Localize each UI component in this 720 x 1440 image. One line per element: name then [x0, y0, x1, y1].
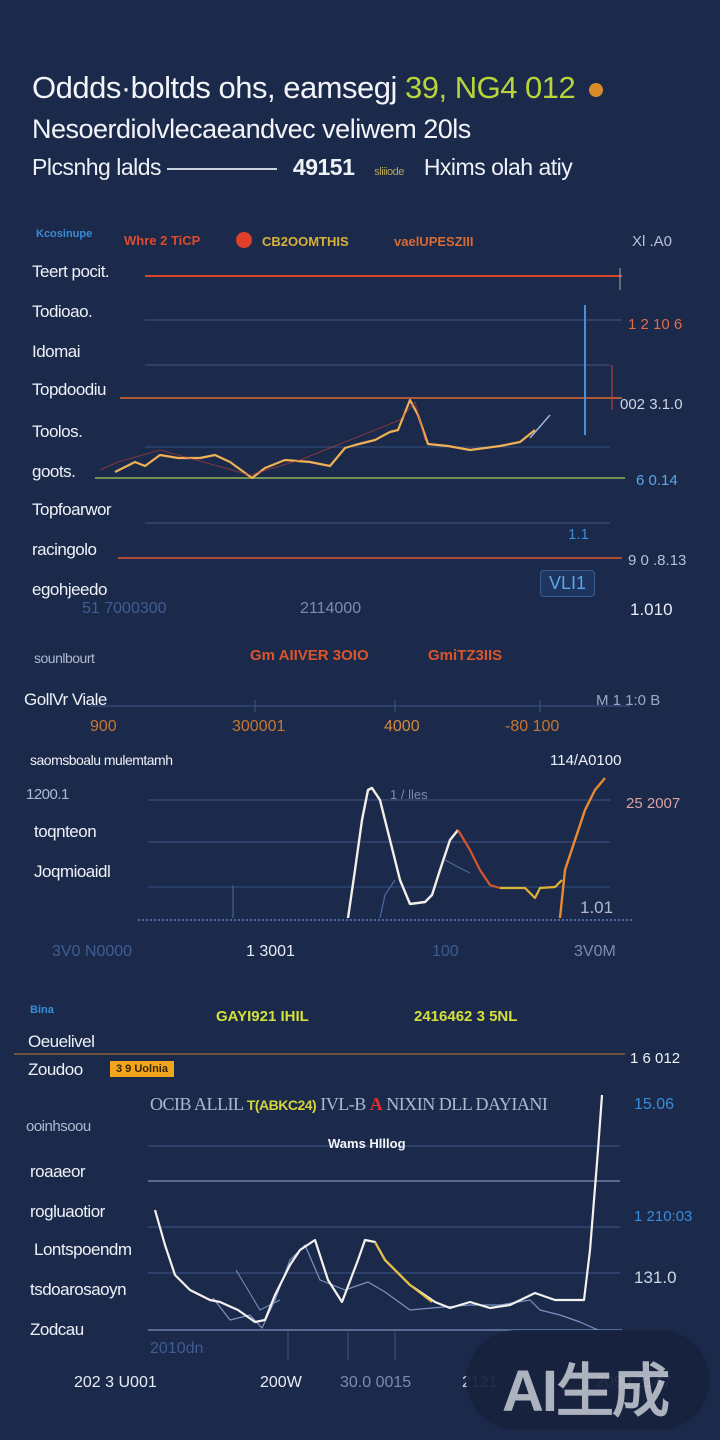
chart1-legend-item-3[interactable]: CB2OOMTHIS: [262, 234, 349, 249]
page-subtitle: Nesoerdiolvlecaeandvec veliwem 20ls: [32, 114, 471, 144]
chart3-y-label-1: ooinhsoou: [26, 1118, 91, 1135]
chart3-badge[interactable]: 3 9 Uolnia: [110, 1061, 174, 1077]
chart2-y-label-2: toqnteon: [34, 822, 97, 841]
chart2-legend-left: sounlbourt: [34, 650, 95, 666]
chart1-legend-marker-icon: [236, 232, 252, 248]
chart1-y-label-5: Toolos.: [32, 422, 83, 441]
chart1-x-label-1: 51 7000300: [82, 600, 167, 617]
banner-part-1: OCIB ALLIL: [150, 1094, 243, 1114]
chart2-series-a: [346, 786, 459, 919]
chart3-right-label-4: 131.0: [634, 1268, 677, 1287]
chart3-y-label-3: rogluaotior: [30, 1202, 105, 1221]
page-title: Oddds·boltds ohs, eamsegj 39, NG4 012: [32, 70, 604, 106]
chart1-series-line: [114, 398, 536, 480]
caption-rule: [167, 167, 278, 170]
chart2-y-label-3: Joqmioaidl: [34, 862, 111, 881]
chart1-y-label-1: Teert pocit.: [32, 262, 110, 281]
chart2-x-label-3: 100: [432, 943, 459, 960]
status-dot-icon: [589, 82, 604, 97]
caption-row: Plcsnhg lalds 49151 sliiiode Hxims olah …: [32, 154, 573, 181]
chart1-right-label-5: 6 0.14: [636, 472, 678, 489]
chart2-annotation: 1 / lles: [390, 787, 428, 802]
ai-generated-watermark: AI生成: [466, 1330, 710, 1430]
chart1-y-label-6: goots.: [32, 462, 76, 481]
chart2-top-axis-4: -80 100: [505, 718, 560, 735]
chart3-legend-item-2[interactable]: 2416462 3 5NL: [414, 1008, 518, 1025]
chart3-banner: OCIB ALLIL T(ABKC24) IVL-B A NIXIN DLL D…: [150, 1094, 548, 1115]
chart1-y-label-2: Todioao.: [32, 302, 93, 321]
chart2-top-axis-3: 4000: [384, 718, 420, 735]
chart1-legend-item-2[interactable]: Whre 2 TiCP: [124, 233, 201, 248]
chart1-right-label-4: 002 3.1.0: [620, 396, 683, 413]
chart3-right-label-3: 1 210:03: [634, 1208, 693, 1225]
chart3-legend-left: Bina: [30, 1004, 54, 1016]
chart1-y-label-8: racingolo: [32, 540, 97, 559]
chart3-y-label-5: tsdoarosaoyn: [30, 1280, 127, 1299]
caption-right: Hxims olah atiy: [423, 154, 573, 180]
chart1-right-label-1: Xl .A0: [632, 233, 673, 250]
chart2-top-axis-1: 900: [90, 718, 117, 735]
title-accent: 39, NG4 012: [405, 70, 576, 105]
chart3-y-label-4: Lontspoendm: [34, 1240, 132, 1259]
caption-number: 49151: [292, 154, 355, 180]
chart2-series-title: saomsboalu mulemtamh: [30, 752, 173, 768]
chart2-peak-label: 114/A0100: [550, 752, 622, 769]
chart3-y-label-2: roaaeor: [30, 1162, 86, 1181]
chart2-legend-item-1[interactable]: Gm AIIVER 3OIO: [250, 647, 369, 664]
chart1-right-label-6: 1.1: [568, 526, 589, 543]
chart3-series-a: [153, 1094, 604, 1324]
chart2-right-label-1: 25 2007: [626, 795, 681, 812]
chart2-top-axis-2: 300001: [232, 718, 286, 735]
chart1-legend-item-4[interactable]: vaelUPESZIII: [394, 234, 474, 249]
chart1-value-box[interactable]: VLI1: [540, 570, 596, 597]
chart3-series-b: [212, 1244, 599, 1331]
chart1-y-label-4: Topdoodiu: [32, 380, 106, 399]
chart3-x-label-1: 202 3 U001: [74, 1374, 157, 1391]
chart2-x-label-1: 3V0 N0000: [52, 943, 133, 960]
chart1-y-label-7: Topfoarwor: [32, 500, 112, 519]
chart2-x-label-4: 3V0M: [574, 943, 616, 960]
chart2-x-label-2: 1 3001: [246, 943, 295, 960]
chart3-badge-row-label: Zoudoo: [28, 1060, 83, 1079]
banner-marker: A: [369, 1094, 383, 1114]
banner-part-3: IVL-B: [320, 1094, 366, 1114]
chart2-axis-label: GollVr Viale: [24, 690, 107, 709]
chart1-grid: [95, 268, 625, 559]
watermark-text: AI生成: [502, 1359, 670, 1424]
caption-tag: sliiiode: [374, 166, 404, 178]
chart3-y-top-label: Oeuelivel: [28, 1032, 95, 1051]
banner-part-2: T(ABKC24): [246, 1097, 317, 1113]
chart1-right-label-7: 9 0 .8.13: [628, 552, 687, 569]
chart3-x-sub-label: 2010dn: [150, 1340, 204, 1357]
chart3-x-label-2: 200W: [260, 1374, 302, 1391]
chart3-right-label-2: 15.06: [634, 1096, 675, 1113]
chart3-inner-title: Wams Hlllog: [328, 1136, 406, 1151]
chart3-x-label-3: 30.0 0015: [340, 1374, 412, 1391]
chart3-legend-item-1[interactable]: GAYI921 IHIL: [216, 1008, 309, 1025]
chart1-x-label-2: 2114000: [300, 600, 362, 617]
chart1-right-label-2: 1 2 10 6: [628, 316, 683, 333]
chart3-right-top: 1 6 012: [630, 1050, 681, 1067]
chart1-right-label-9: 1.010: [630, 600, 673, 619]
chart2-y-label-1: 1200.1: [26, 786, 69, 803]
chart2-legend-item-2[interactable]: GmiTZ3IIS: [428, 647, 503, 664]
caption-left: Plcsnhg lalds: [32, 154, 162, 180]
chart1-y-label-3: Idomai: [32, 342, 81, 361]
title-text: Oddds·boltds ohs, eamsegj: [32, 70, 397, 105]
banner-part-4: NIXIN DLL DAYIANI: [386, 1094, 548, 1114]
chart2-right-label-2: 1.01: [580, 898, 614, 917]
chart1-y-label-9: egohjeedo: [32, 580, 107, 599]
chart2-top-right-label: M 1 1:0 B: [596, 692, 661, 709]
chart1-legend-item-1[interactable]: Kcosinupe: [36, 228, 93, 240]
chart3-y-label-6: Zodcau: [30, 1320, 84, 1339]
